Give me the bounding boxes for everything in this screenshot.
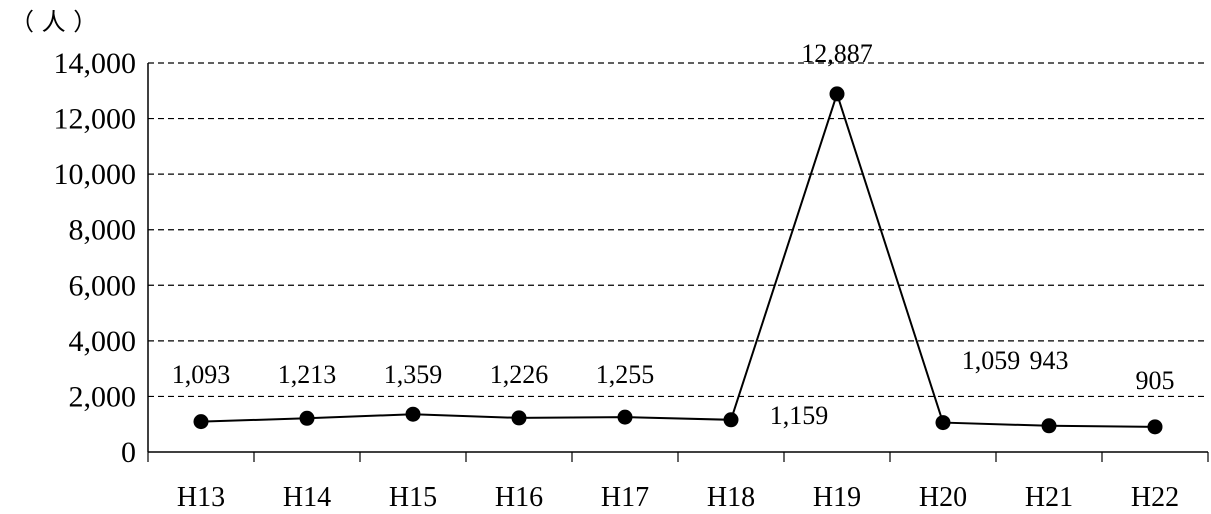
x-tick-label: H21: [1025, 482, 1073, 513]
y-tick-label: 2,000: [69, 380, 137, 413]
x-tick-label: H14: [283, 482, 331, 513]
data-label: 1,159: [770, 401, 829, 430]
data-labels: 1,093 1,213 1,359 1,226 1,255 1,159 12,887 1,05…: [172, 39, 1175, 430]
data-point: [511, 410, 527, 426]
data-point: [405, 406, 421, 422]
y-tick-labels: 0 2,000 4,000 6,000 8,000 10,000 12,000 14,000: [54, 47, 137, 469]
y-tick-label: 4,000: [69, 325, 137, 358]
y-tick-label: 0: [121, 436, 136, 469]
gridlines: [148, 62, 1208, 398]
data-point: [1041, 418, 1057, 434]
data-label: 1,226: [490, 360, 549, 389]
x-tick-label: H19: [813, 482, 861, 513]
x-tick-label: H20: [919, 482, 967, 513]
data-label: 1,359: [384, 360, 443, 389]
data-point: [617, 409, 633, 425]
data-point: [193, 414, 209, 430]
x-tick-label: H22: [1131, 482, 1179, 513]
data-label: 905: [1136, 366, 1175, 395]
y-unit-label: （ 人 ）: [10, 8, 97, 36]
data-label: 1,255: [596, 360, 655, 389]
data-label: 1,213: [278, 360, 337, 389]
series-line: [200, 90, 1156, 428]
data-point: [1147, 419, 1163, 435]
data-point: [829, 86, 845, 102]
data-point: [935, 415, 951, 431]
x-tick-label: H15: [389, 482, 437, 513]
data-point: [723, 412, 739, 428]
y-tick-label: 6,000: [69, 269, 137, 302]
data-label: 1,059: [962, 346, 1021, 375]
y-tick-label: 12,000: [54, 103, 137, 136]
data-label: 1,093: [172, 360, 231, 389]
series-polyline: [200, 90, 1156, 428]
x-tick-label: H16: [495, 482, 543, 513]
axes: [147, 63, 1209, 462]
y-tick-label: 8,000: [69, 214, 137, 247]
x-tick-label: H13: [177, 482, 225, 513]
data-markers: [193, 86, 1163, 435]
y-tick-label: 10,000: [54, 158, 137, 191]
data-label: 12,887: [801, 39, 873, 68]
data-point: [299, 410, 315, 426]
x-tick-labels: H13 H14 H15 H16 H17 H18 H19 H20 H21 H22: [177, 482, 1179, 513]
x-tick-label: H18: [707, 482, 755, 513]
x-tick-label: H17: [601, 482, 649, 513]
data-label: 943: [1030, 346, 1069, 375]
y-tick-label: 14,000: [54, 47, 137, 80]
